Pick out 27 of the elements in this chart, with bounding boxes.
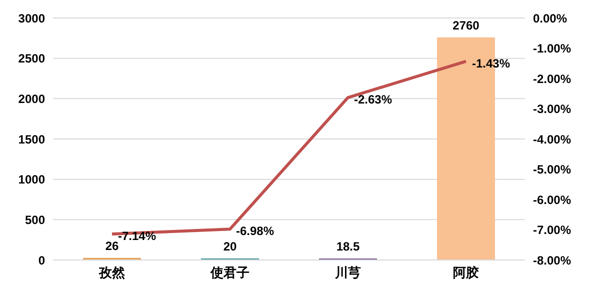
y2-tick-label: -5.00%: [533, 162, 572, 177]
y2-tick-label: 0.00%: [533, 11, 568, 26]
data-label: 26: [105, 238, 119, 253]
x-tick-label: 川芎: [334, 265, 361, 280]
data-label: 20: [223, 239, 237, 254]
y2-tick-label: -4.00%: [533, 132, 572, 146]
y2-tick-label: -8.00%: [533, 253, 572, 268]
y2-tick-label: -7.00%: [533, 223, 572, 238]
data-label: -1.43%: [472, 56, 510, 70]
y2-tick-label: -6.00%: [533, 192, 572, 207]
data-label: -2.63%: [354, 92, 392, 107]
y2-tick-label: -1.00%: [533, 42, 572, 56]
y2-tick-label: -3.00%: [533, 102, 572, 116]
data-label: 2760: [452, 18, 480, 32]
x-tick-label: 孜然: [98, 265, 126, 280]
x-tick-label: 使君子: [210, 265, 250, 280]
y2-tick-label: -2.00%: [533, 72, 572, 86]
data-label: 18.5: [336, 240, 360, 254]
y-tick-label: 2000: [18, 92, 46, 106]
y-tick-label: 1500: [18, 132, 46, 146]
y-tick-label: 500: [24, 212, 46, 227]
y-tick-label: 0: [38, 253, 46, 268]
data-label: -6.98%: [236, 224, 274, 238]
y-tick-label: 2500: [18, 52, 46, 66]
x-tick-label: 阿胶: [453, 265, 479, 280]
y-tick-label: 3000: [18, 11, 46, 26]
y-tick-label: 1000: [18, 172, 46, 187]
